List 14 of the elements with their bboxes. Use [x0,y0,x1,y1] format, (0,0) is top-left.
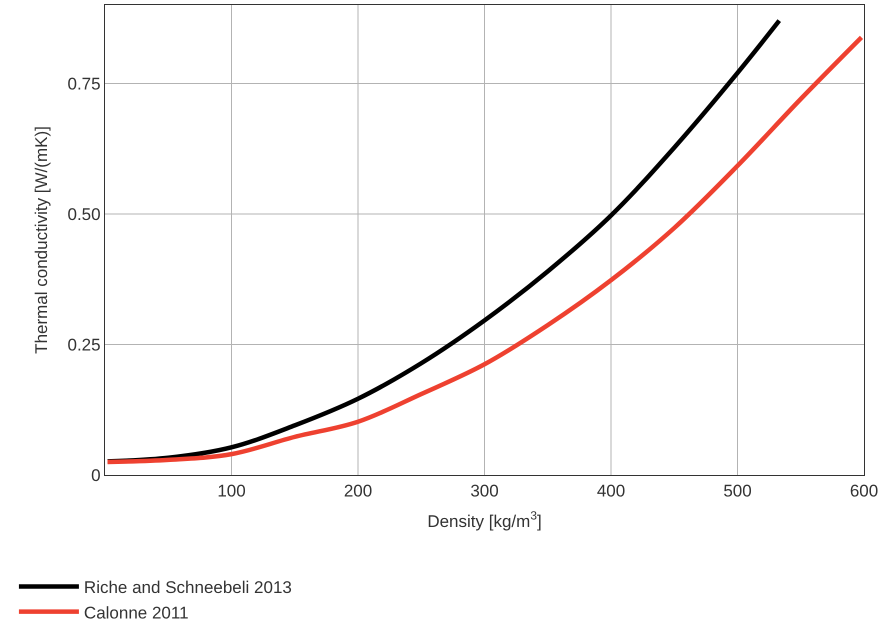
x-tick-label: 400 [596,481,626,500]
legend-label: Riche and Schneebeli 2013 [84,578,292,598]
y-tick-label: 0.25 [68,335,101,354]
y-axis-title: Thermal conductivity [W/(mK)] [32,126,52,354]
x-tick-label: 600 [850,481,878,500]
x-tick-label: 500 [723,481,752,500]
y-tick-label: 0 [91,466,101,485]
y-tick-label: 0.50 [68,204,101,224]
x-tick-label: 100 [217,481,246,500]
x-axis-title: Density [kg/m$^{3}$] [427,508,542,531]
legend-label: Calonne 2011 [84,603,189,622]
x-tick-label: 200 [344,481,372,500]
x-tick-label: 300 [470,481,499,500]
y-tick-label: 0.75 [68,74,101,94]
